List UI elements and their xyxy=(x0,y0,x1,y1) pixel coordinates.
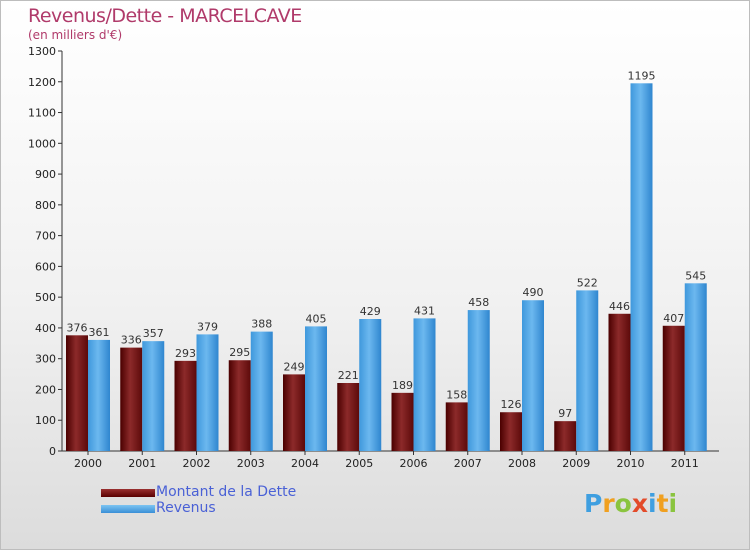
bar-revenus xyxy=(250,331,273,451)
bar-debt xyxy=(228,360,251,451)
bar-debt xyxy=(174,360,197,451)
data-label: 189 xyxy=(392,379,413,392)
data-label: 446 xyxy=(609,300,630,313)
legend-swatch-revenus xyxy=(101,505,155,513)
chart-title: Revenus/Dette - MARCELCAVE xyxy=(28,5,302,27)
chart-subtitle: (en milliers d'€) xyxy=(28,28,123,42)
proxiti-logo: Proxiti xyxy=(584,489,677,518)
x-tick-label: 2001 xyxy=(128,457,156,470)
bar-revenus xyxy=(630,83,653,452)
data-label: 158 xyxy=(446,388,467,401)
y-tick-label: 400 xyxy=(35,322,56,335)
y-tick-label: 900 xyxy=(35,168,56,181)
bar-revenus xyxy=(467,310,490,451)
bar-debt xyxy=(445,402,468,451)
x-tick-label: 2004 xyxy=(291,457,319,470)
y-tick-label: 600 xyxy=(35,260,56,273)
x-tick-label: 2005 xyxy=(345,457,373,470)
data-label: 126 xyxy=(501,398,522,411)
x-tick-label: 2011 xyxy=(671,457,699,470)
bar-debt xyxy=(283,374,305,451)
y-tick-label: 1200 xyxy=(28,76,56,89)
data-label: 379 xyxy=(197,320,218,333)
legend-label-revenus: Revenus xyxy=(156,500,216,516)
y-tick-label: 800 xyxy=(35,199,56,212)
data-label: 388 xyxy=(251,318,272,331)
data-label: 545 xyxy=(685,269,706,282)
bar-revenus xyxy=(684,283,707,451)
x-tick-label: 2003 xyxy=(237,457,265,470)
data-label: 1195 xyxy=(628,69,656,82)
x-tick-label: 2010 xyxy=(617,457,645,470)
data-label: 357 xyxy=(143,327,164,340)
x-tick-label: 2007 xyxy=(454,457,482,470)
data-label: 522 xyxy=(577,276,598,289)
data-label: 293 xyxy=(175,347,196,360)
bar-revenus xyxy=(196,334,219,451)
bar-revenus xyxy=(413,318,436,451)
data-label: 295 xyxy=(229,346,250,359)
logo-letter: i xyxy=(668,489,678,518)
data-label: 97 xyxy=(558,407,572,420)
y-tick-label: 300 xyxy=(35,353,56,366)
y-tick-label: 500 xyxy=(35,291,56,304)
data-label: 431 xyxy=(414,304,435,317)
data-label: 458 xyxy=(468,296,489,309)
bar-revenus xyxy=(88,339,110,451)
bar-debt xyxy=(500,412,522,451)
legend-swatch-debt xyxy=(101,489,155,497)
bar-debt xyxy=(337,383,360,451)
y-tick-label: 1000 xyxy=(28,137,56,150)
y-tick-label: 0 xyxy=(49,445,56,458)
legend-label-debt: Montant de la Dette xyxy=(156,484,297,500)
bar-debt xyxy=(391,392,414,451)
y-tick-label: 1300 xyxy=(28,45,56,58)
logo-letter: o xyxy=(614,489,632,518)
x-tick-label: 2006 xyxy=(400,457,428,470)
data-label: 405 xyxy=(306,312,327,325)
bars xyxy=(66,83,707,452)
bar-revenus xyxy=(359,319,382,451)
bar-debt xyxy=(120,347,143,451)
data-label: 336 xyxy=(121,334,142,347)
data-label: 221 xyxy=(338,369,359,382)
data-label: 249 xyxy=(284,360,305,373)
bar-debt xyxy=(554,421,577,451)
logo-letter: x xyxy=(631,489,648,518)
y-tick-label: 700 xyxy=(35,230,56,243)
data-labels: 376 361 336 357 293 379 295 388 249 405 221 429 189 4… xyxy=(67,69,707,420)
logo-letter: t xyxy=(656,489,669,518)
logo-letter: P xyxy=(584,489,603,518)
y-tick-label: 1100 xyxy=(28,107,56,120)
data-label: 429 xyxy=(360,305,381,318)
y-tick-label: 100 xyxy=(35,414,56,427)
logo-letter: i xyxy=(648,489,657,518)
x-tick-label: 2008 xyxy=(508,457,536,470)
data-label: 376 xyxy=(67,321,88,334)
bar-debt xyxy=(66,335,88,451)
logo-letter: r xyxy=(602,489,615,518)
bar-revenus xyxy=(576,290,599,451)
bar-revenus xyxy=(305,326,327,451)
data-label: 490 xyxy=(523,286,544,299)
bar-revenus xyxy=(522,300,544,451)
data-label: 407 xyxy=(663,312,684,325)
data-label: 361 xyxy=(89,326,110,339)
bar-debt xyxy=(662,325,685,451)
bar-revenus xyxy=(142,341,165,451)
x-tick-label: 2002 xyxy=(183,457,211,470)
x-tick-label: 2000 xyxy=(74,457,102,470)
x-tick-label: 2009 xyxy=(562,457,590,470)
y-tick-label: 200 xyxy=(35,383,56,396)
bar-debt xyxy=(608,313,631,451)
